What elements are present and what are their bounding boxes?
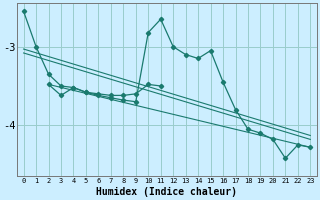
X-axis label: Humidex (Indice chaleur): Humidex (Indice chaleur)	[96, 186, 237, 197]
